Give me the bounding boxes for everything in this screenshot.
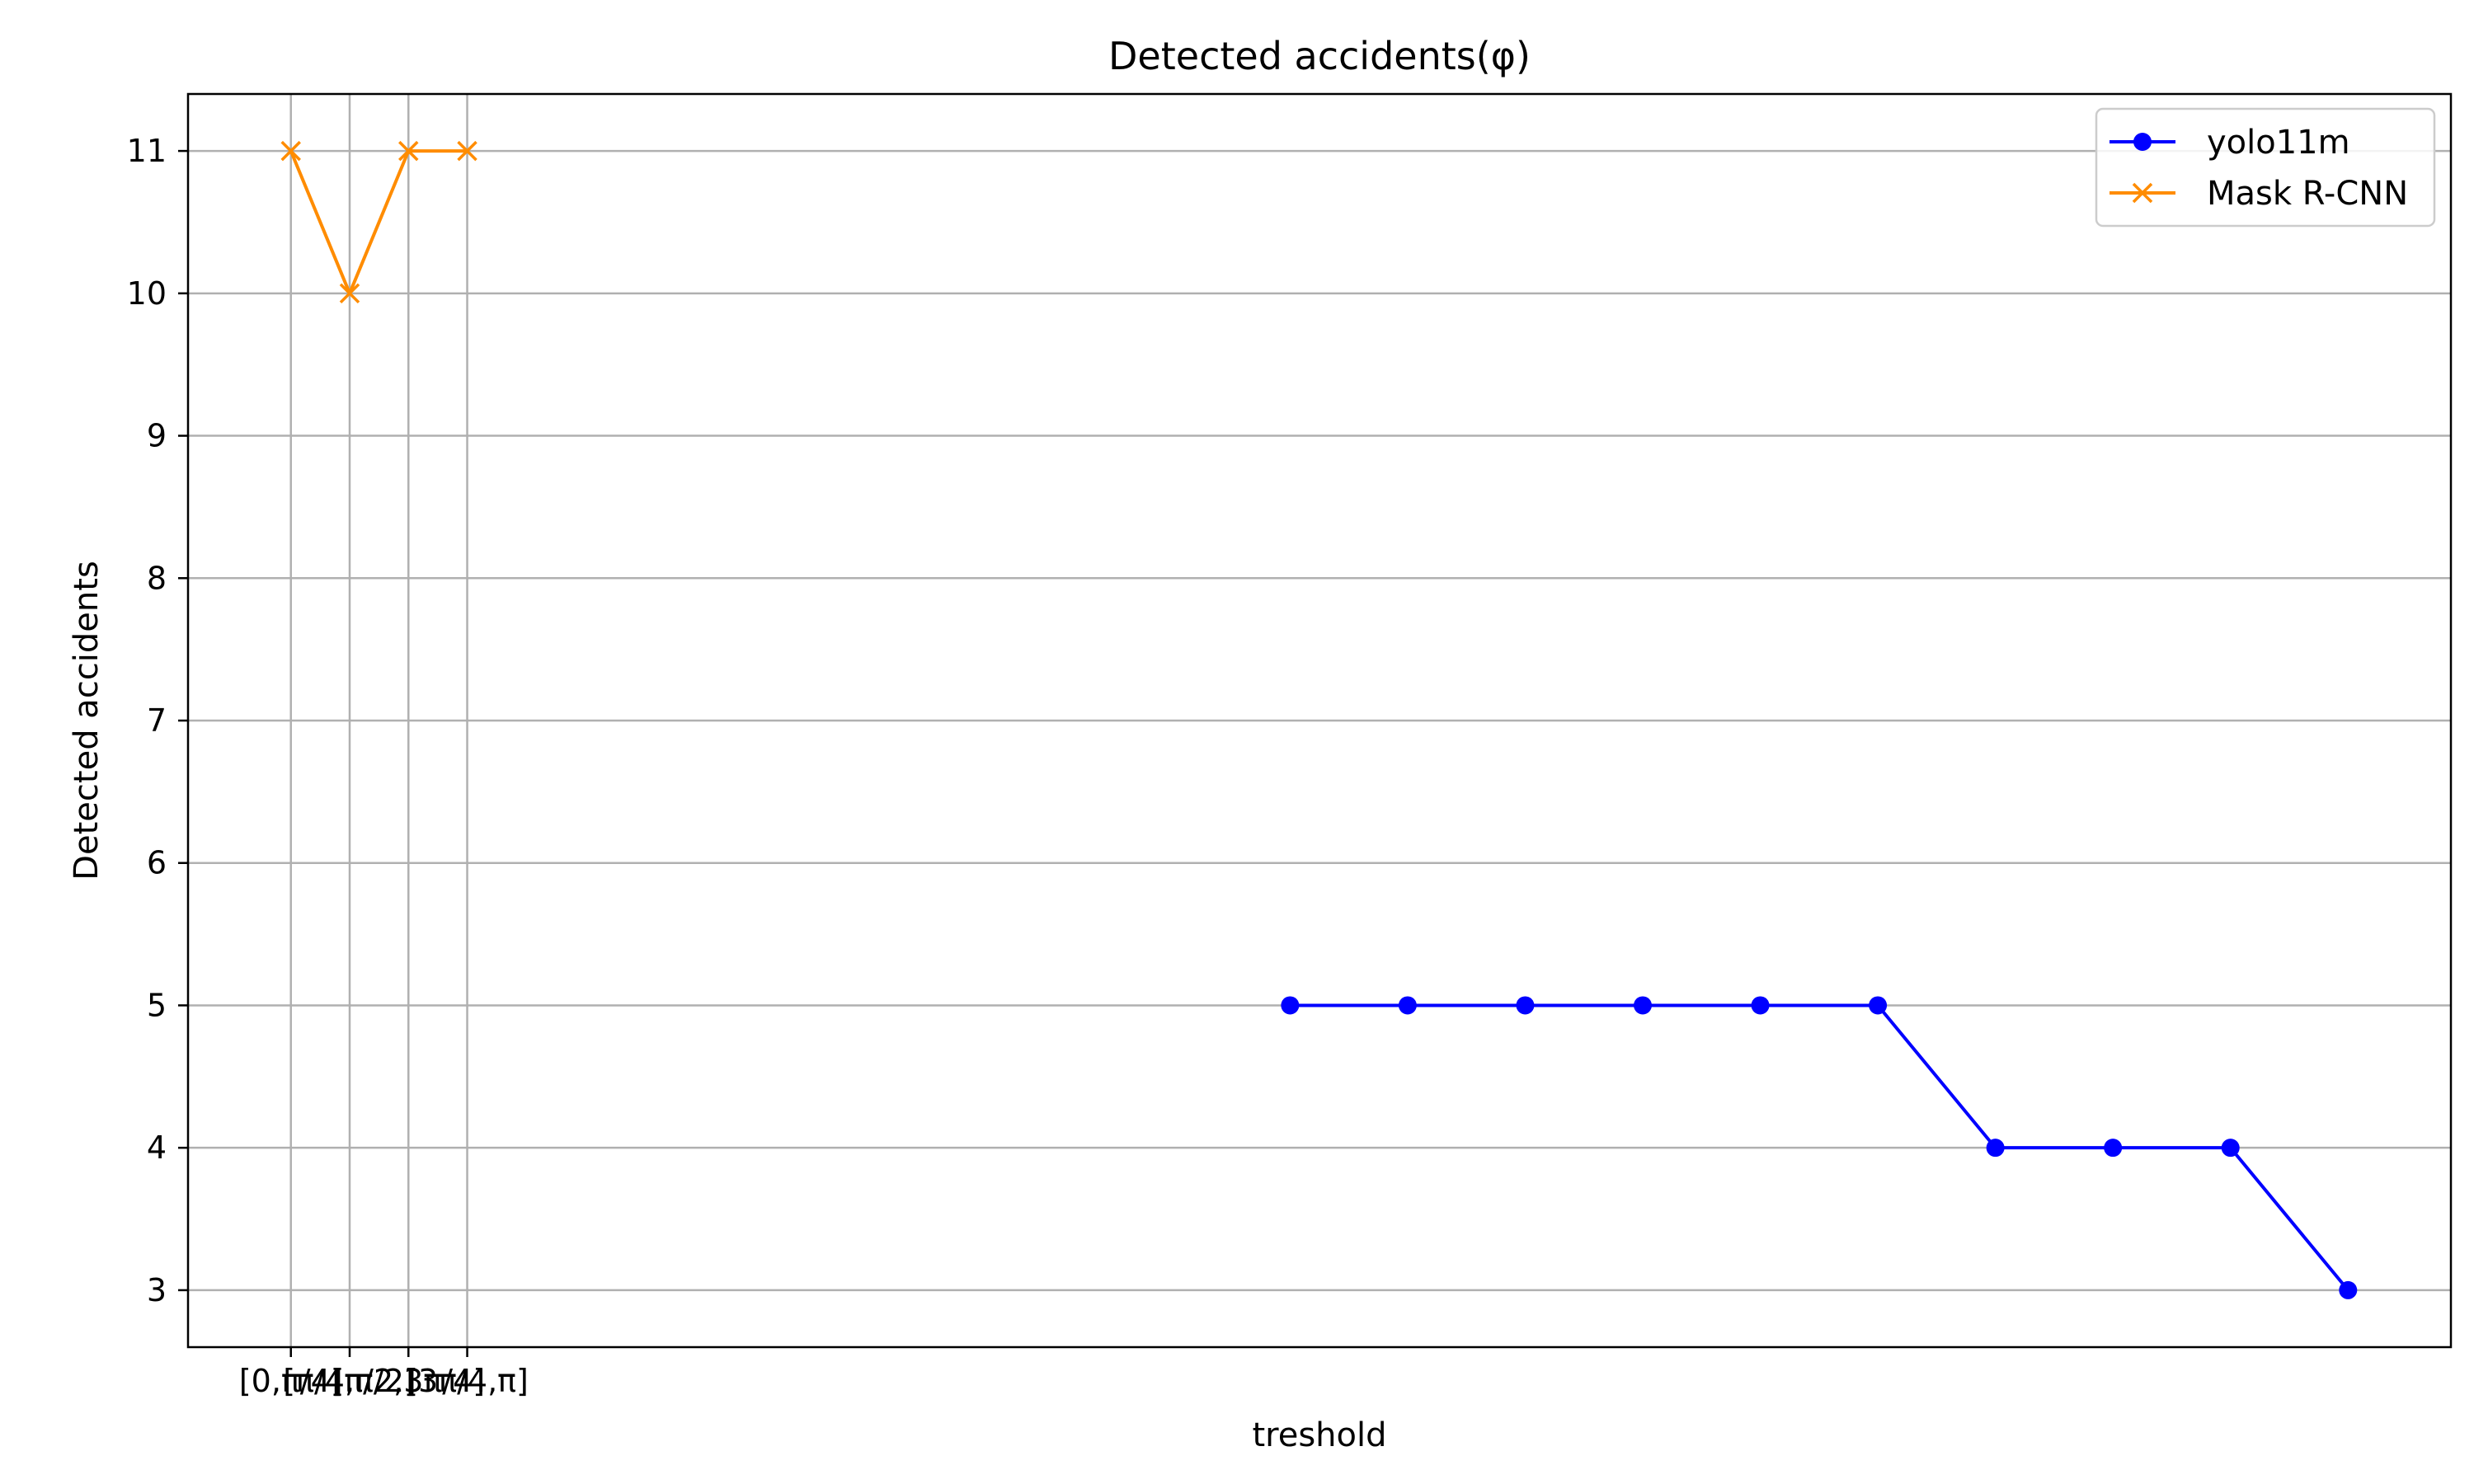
x-tick-label: [3π/4,π] [406, 1363, 529, 1399]
y-tick-label: 8 [147, 560, 167, 596]
data-point [1398, 996, 1417, 1015]
data-point [1516, 996, 1535, 1015]
legend-box [2095, 107, 2436, 228]
data-point [2104, 1139, 2123, 1158]
data-point [398, 140, 419, 162]
data-point [1751, 996, 1770, 1015]
y-tick-label: 3 [147, 1272, 167, 1308]
x-tick-label: [π/4,π/2] [283, 1363, 416, 1399]
series-layer [280, 140, 2358, 1299]
data-point [1634, 996, 1652, 1015]
y-tick-label: 10 [127, 275, 167, 312]
y-tick-label: 4 [147, 1129, 167, 1166]
data-point [457, 140, 477, 162]
series-line-2 [289, 149, 468, 295]
legend-label: Mask R-CNN [2207, 175, 2408, 213]
y-axis-label: Detected accidents [68, 561, 106, 881]
y-tick-label: 11 [127, 133, 167, 169]
data-point [339, 283, 360, 304]
y-tick-label: 5 [147, 987, 167, 1023]
y-tick-label: 9 [147, 418, 167, 454]
chart-title: Detected accidents(φ) [1108, 34, 1531, 78]
tick-layer: 3 4 5 6 7 8 9 10 11 [0,π/4][π/4,π/2][π/2,3π/4][3π… [127, 133, 529, 1399]
legend-item: Mask R-CNN [2109, 175, 2408, 213]
x-tick-label: [π/2,3π/4] [332, 1363, 485, 1399]
series-line-1 [1290, 1003, 2349, 1292]
data-point [1986, 1139, 2005, 1158]
data-point [280, 140, 301, 162]
data-point [2221, 1139, 2240, 1158]
legend-label: yolo11m [2207, 124, 2350, 162]
legend: yolo11m Mask R-CNN [2095, 107, 2436, 228]
data-point [1281, 996, 1300, 1015]
y-tick-label: 7 [147, 702, 167, 739]
data-point [1869, 996, 1888, 1015]
x-tick-label: [0,π/4] [239, 1363, 343, 1399]
data-point [2339, 1280, 2358, 1299]
x-axis-label: treshold [1252, 1416, 1386, 1454]
legend-item: yolo11m [2109, 124, 2350, 162]
y-tick-label: 6 [147, 845, 167, 881]
